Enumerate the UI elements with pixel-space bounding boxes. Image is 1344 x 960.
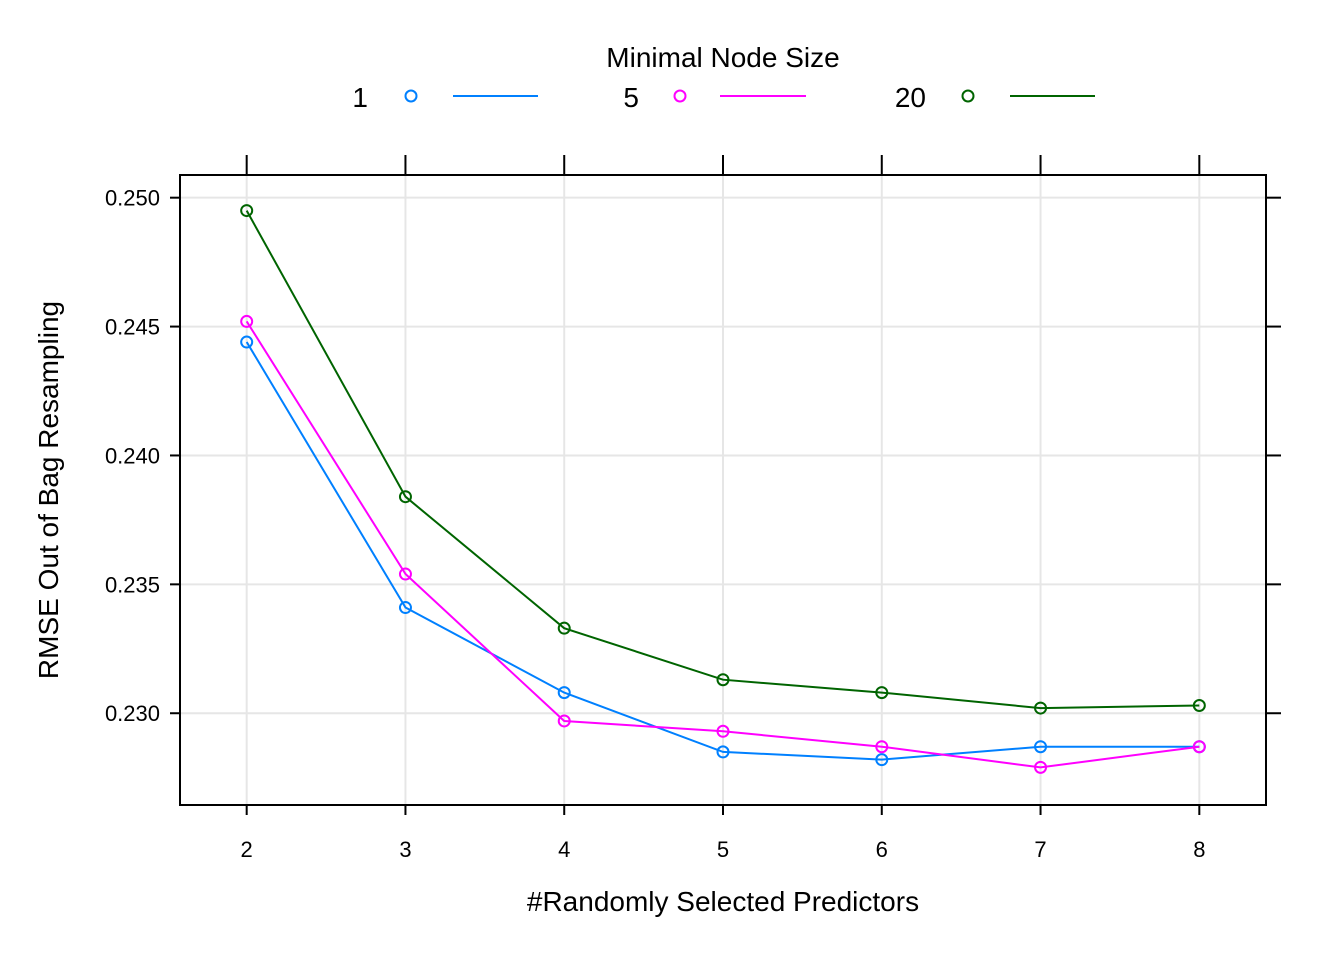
data-point [1034, 740, 1048, 754]
legend-label: 1 [352, 82, 368, 113]
legend-title: Minimal Node Size [606, 42, 839, 73]
legend-item-1: 1 [352, 82, 538, 113]
data-point [716, 745, 730, 759]
y-tick-label: 0.235 [105, 572, 160, 597]
data-point [875, 686, 889, 700]
data-point [716, 724, 730, 738]
y-tick-label: 0.240 [105, 443, 160, 468]
x-tick-label: 6 [876, 837, 888, 862]
data-point [557, 621, 571, 635]
y-tick-label: 0.230 [105, 701, 160, 726]
legend-marker [673, 89, 687, 103]
legend-marker [961, 89, 975, 103]
data-point [240, 335, 254, 349]
data-point [1192, 698, 1206, 712]
series-5 [240, 314, 1206, 774]
legend-item-5: 5 [623, 82, 806, 113]
data-point [557, 714, 571, 728]
series-layer [240, 204, 1206, 774]
data-point [398, 601, 412, 615]
grid [180, 175, 1266, 805]
data-point [240, 314, 254, 328]
data-point [1034, 701, 1048, 715]
y-tick-label: 0.245 [105, 315, 160, 340]
y-axis-title: RMSE Out of Bag Resampling [33, 301, 64, 679]
legend-items: 1 5 20 [352, 82, 1095, 113]
x-tick-label: 2 [241, 837, 253, 862]
legend-marker [404, 89, 418, 103]
series-line [245, 320, 1200, 769]
series-line [245, 341, 1200, 761]
x-tick-label: 3 [399, 837, 411, 862]
data-point [1034, 760, 1048, 774]
legend-label: 20 [895, 82, 926, 113]
data-point [398, 567, 412, 581]
axis-ticks: 2 3 4 5 6 7 8 0.230 0.235 0.240 0.245 0.250 [105, 155, 1281, 862]
legend-label: 5 [623, 82, 639, 113]
x-tick-label: 4 [558, 837, 570, 862]
y-tick-label: 0.250 [105, 186, 160, 211]
x-tick-label: 7 [1034, 837, 1046, 862]
series-20 [240, 204, 1206, 715]
x-tick-label: 8 [1193, 837, 1205, 862]
legend-item-20: 20 [895, 82, 1095, 113]
data-point [398, 490, 412, 504]
x-axis-title: #Randomly Selected Predictors [527, 886, 919, 917]
plot-area: 2 3 4 5 6 7 8 0.230 0.235 0.240 0.245 0.250 [105, 155, 1281, 862]
series-line [245, 210, 1200, 710]
data-point [716, 673, 730, 687]
legend: Minimal Node Size 1 5 20 [352, 42, 1095, 113]
data-point [1192, 740, 1206, 754]
x-tick-label: 5 [717, 837, 729, 862]
data-point [875, 753, 889, 767]
data-point [875, 740, 889, 754]
data-point [240, 204, 254, 218]
data-point [557, 686, 571, 700]
